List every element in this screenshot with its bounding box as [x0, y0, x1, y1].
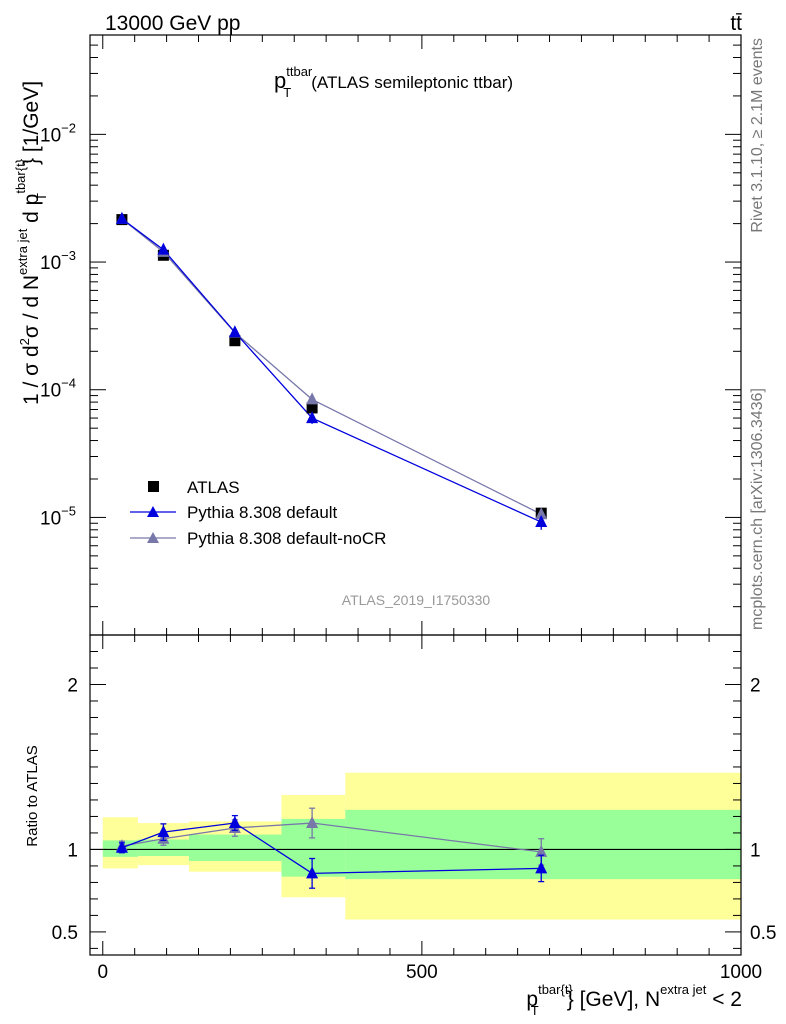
ratio-band-inner [188, 834, 282, 861]
x-tick-label: 1000 [720, 962, 762, 983]
energy-label: 13000 GeV pp [105, 12, 240, 35]
rivet-version-label: Rivet 3.1.10, ≥ 2.1M events [749, 38, 766, 233]
ratio-y-tick-label: 0.5 [52, 923, 78, 944]
ratio-y-tick-label-right: 0.5 [750, 923, 776, 944]
ratio-y-tick-label: 2 [67, 675, 78, 696]
ratio-y-tick-label-right: 2 [750, 675, 761, 696]
legend-label-default: Pythia 8.308 default [187, 503, 338, 522]
ratio-y-tick-label: 1 [67, 840, 78, 861]
main-point-pythia [306, 411, 319, 424]
main-title: pttbar T(ATLAS semileptonic ttbar) [274, 64, 513, 100]
ratio-band-inner [281, 818, 346, 877]
ratio-point [115, 840, 128, 853]
main-series-line [121, 218, 542, 523]
main-point-pythia [228, 325, 241, 338]
ratio-point [535, 844, 548, 857]
legend-label-nocr: Pythia 8.308 default-noCR [187, 529, 386, 548]
main-panel: 10−5 10−4 10−3 10−2 pttbar T(ATLAS semilepto… [13, 34, 742, 636]
ratio-point [306, 816, 319, 829]
ratio-point [157, 825, 170, 838]
ratio-x-ticks: 0 500 1000 [97, 635, 762, 983]
ratio-point [535, 861, 548, 874]
main-y-tick-label: 10−5 [40, 503, 76, 529]
main-y-tick-label: 10−2 [40, 120, 76, 146]
main-point-pythia [157, 242, 170, 255]
ratio-y-tick-label-right: 1 [750, 840, 761, 861]
x-axis-label: ptbar{t} T} [GeV], Nextra jet < 2 [526, 982, 742, 1018]
legend: ATLAS Pythia 8.308 default Pythia 8.308 … [130, 478, 386, 548]
x-tick-label: 500 [406, 962, 438, 983]
legend-marker-atlas [148, 481, 159, 492]
main-y-ticks: 10−5 10−4 10−3 10−2 [40, 34, 741, 608]
main-point-pythia [535, 507, 548, 520]
main-point-pythia [306, 392, 319, 405]
main-point-atlas [229, 335, 241, 347]
ratio-y-axis-label: Ratio to ATLAS [24, 745, 41, 846]
mcplots-source-label: mcplots.cern.ch [arXiv:1306.3436] [749, 388, 766, 630]
ratio-point [306, 866, 319, 879]
legend-marker-nocr [147, 532, 159, 543]
ratio-series-layer [115, 807, 548, 889]
main-y-tick-label: 10−3 [40, 248, 76, 274]
main-series-layer [115, 211, 548, 530]
main-point-pythia [535, 515, 548, 528]
ratio-uncertainty-bands [102, 772, 741, 920]
ratio-band-inner [137, 839, 189, 857]
main-y-axis-label: 1 / σ d2σ / d Nextra jet d ptbar{t}T} [1… [13, 81, 49, 405]
x-tick-label: 0 [97, 962, 108, 983]
main-series-line [121, 218, 542, 515]
analysis-watermark: ATLAS_2019_I1750330 [342, 592, 491, 608]
legend-label-atlas: ATLAS [187, 478, 240, 497]
ratio-frame [89, 634, 742, 956]
ratio-point [228, 816, 241, 829]
process-label: tt̄ [730, 12, 742, 35]
legend-marker-default [147, 506, 159, 517]
main-point-pythia [115, 211, 128, 224]
main-point-atlas [306, 402, 318, 414]
ratio-panel: 0.5 0.5 1 1 2 2 0 500 1000 Ratio to ATLAS ptbar… [24, 634, 776, 1018]
main-y-tick-label: 10−4 [40, 376, 76, 402]
